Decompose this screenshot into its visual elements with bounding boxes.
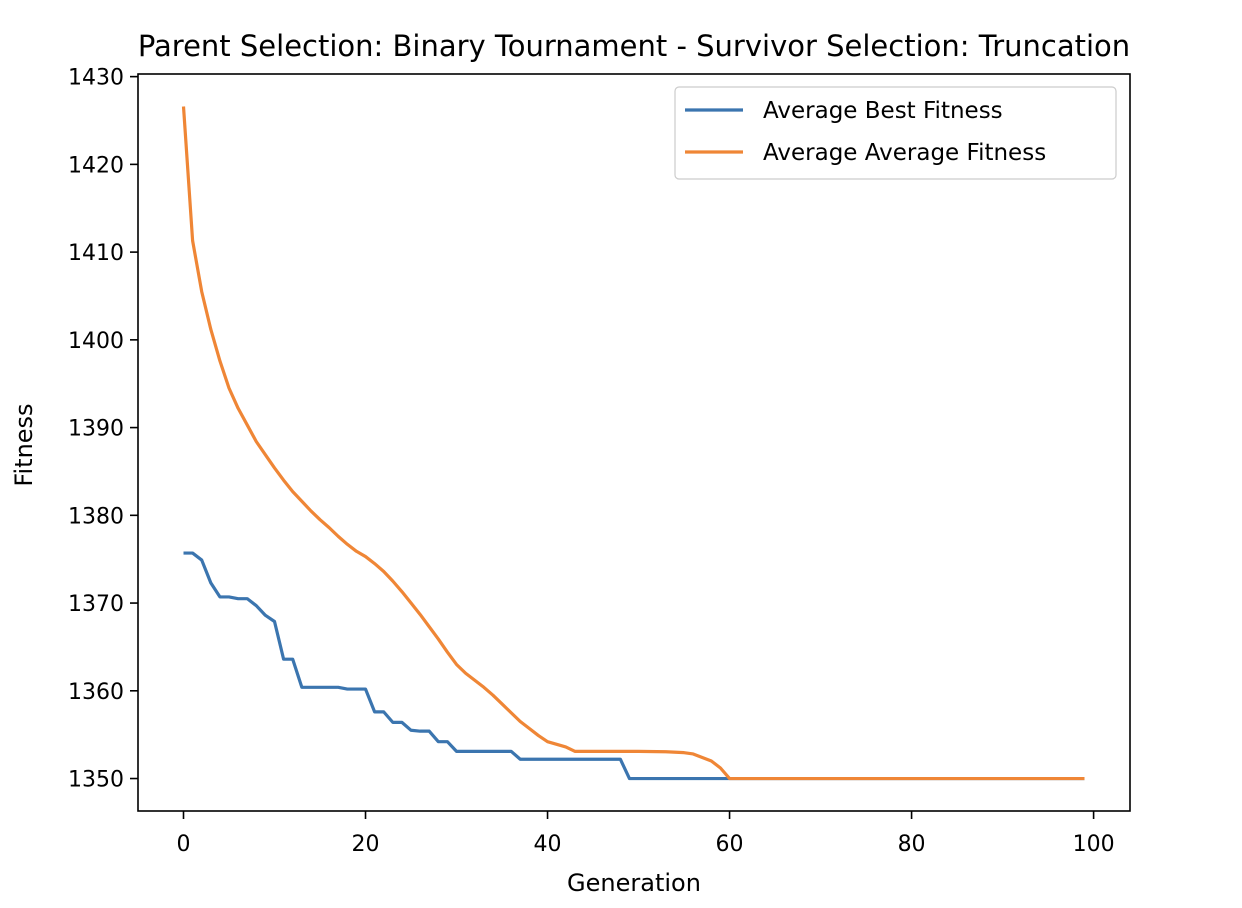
y-tick-label: 1380 <box>68 504 124 529</box>
x-axis-ticks: 0 20 40 60 80 100 <box>177 811 1115 857</box>
y-tick-label: 1400 <box>68 329 124 354</box>
series-line-0 <box>183 551 1085 781</box>
x-tick-label: 40 <box>534 832 562 857</box>
y-axis-label: Fitness <box>10 403 38 486</box>
y-tick-label: 1420 <box>68 153 124 178</box>
legend: Average Best Fitness Average Average Fit… <box>674 86 1117 180</box>
series-line-1 <box>181 106 1085 781</box>
x-tick-label: 80 <box>898 832 926 857</box>
plot-frame <box>137 73 1131 812</box>
y-tick-label: 1390 <box>68 417 124 442</box>
x-tick-label: 60 <box>716 832 744 857</box>
y-tick-label: 1350 <box>68 768 124 793</box>
x-tick-label: 100 <box>1073 832 1115 857</box>
legend-label-best: Average Best Fitness <box>763 98 1003 124</box>
y-axis-ticks: 1350 1360 1370 1380 1390 1400 1410 1420 1430 <box>68 66 138 793</box>
y-tick-label: 1410 <box>68 241 124 266</box>
legend-box <box>674 86 1117 180</box>
chart-title: Parent Selection: Binary Tournament - Su… <box>138 29 1130 63</box>
plot-lines <box>181 106 1085 781</box>
x-axis-label: Generation <box>567 869 701 897</box>
y-tick-label: 1370 <box>68 592 124 617</box>
y-tick-label: 1360 <box>68 680 124 705</box>
x-tick-label: 20 <box>352 832 380 857</box>
x-tick-label: 0 <box>177 832 191 857</box>
y-tick-label: 1430 <box>68 66 124 91</box>
legend-label-average: Average Average Fitness <box>763 140 1046 166</box>
